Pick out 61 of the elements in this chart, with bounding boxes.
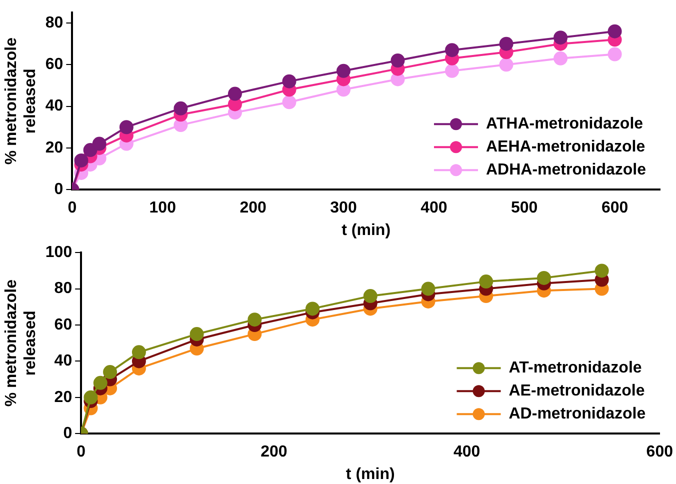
point	[390, 53, 405, 68]
point	[336, 64, 350, 78]
legend-label: AEHA-metronidazole	[486, 138, 646, 156]
point	[174, 101, 188, 116]
legend-label: AE-metronidazole	[508, 382, 645, 400]
point	[445, 43, 460, 58]
x-tick-label: 200	[240, 200, 267, 217]
point	[248, 312, 262, 327]
x-axis-title: t (min)	[342, 222, 391, 239]
point	[554, 30, 568, 45]
x-tick-label: 0	[76, 444, 86, 461]
point	[608, 24, 622, 38]
y-tick-label: 20	[54, 388, 72, 406]
y-tick-label: 20	[45, 139, 64, 156]
point	[445, 64, 460, 78]
point	[92, 136, 106, 151]
point	[103, 365, 118, 380]
point	[84, 390, 98, 404]
point	[119, 120, 134, 134]
point	[608, 47, 622, 62]
point	[554, 51, 568, 66]
legend-label: ATHA-metronidazole	[486, 116, 644, 133]
x-tick-label: 600	[601, 200, 628, 217]
point	[479, 274, 494, 289]
x-tick-label: 400	[453, 444, 480, 461]
y-tick-label: 0	[63, 425, 72, 442]
point	[282, 95, 296, 110]
point	[132, 345, 146, 360]
point	[421, 282, 436, 296]
point	[499, 36, 514, 51]
legend-label: ADHA-metronidazole	[486, 162, 646, 179]
point	[190, 327, 204, 342]
x-axis-title: t (min)	[346, 466, 395, 483]
y-tick-label: 40	[54, 352, 72, 370]
x-tick-label: 500	[511, 200, 538, 217]
x-tick-label: 300	[330, 200, 357, 217]
x-tick-label: 200	[260, 444, 288, 461]
x-tick-label: 400	[420, 200, 448, 217]
x-tick-label: 100	[149, 200, 176, 217]
point	[282, 74, 296, 88]
y-axis-title: % metronidazole released	[3, 279, 40, 407]
y-tick-label: 60	[45, 56, 64, 74]
point	[306, 302, 320, 316]
y-tick-label: 80	[45, 14, 64, 32]
legend-label: AT-metronidazole	[508, 360, 642, 377]
y-tick-label: 60	[54, 316, 72, 334]
point	[499, 58, 514, 72]
y-tick-label: 80	[54, 280, 72, 298]
y-tick-label: 0	[54, 181, 64, 198]
y-tick-label: 100	[45, 244, 72, 262]
legend-label: AD-metronidazole	[508, 406, 646, 423]
y-tick-label: 40	[45, 98, 64, 115]
point	[228, 86, 242, 101]
point	[93, 376, 108, 390]
point	[363, 289, 378, 304]
x-tick-label: 600	[646, 444, 674, 461]
point	[536, 270, 551, 285]
y-axis-title: % metronidazole released	[3, 37, 40, 165]
point	[594, 264, 609, 278]
point	[83, 143, 98, 158]
point	[74, 153, 88, 168]
